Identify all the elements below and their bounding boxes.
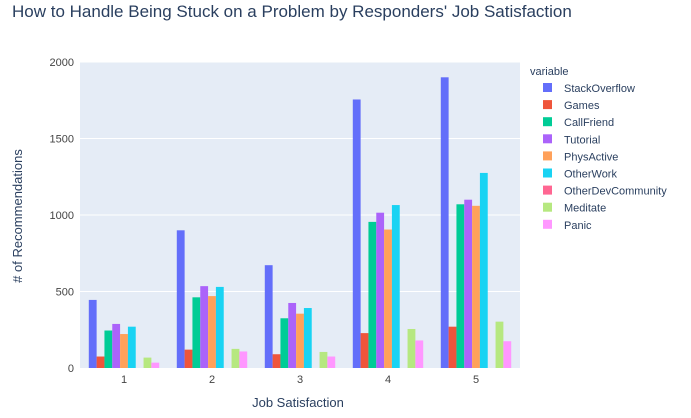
legend-item-otherwork[interactable]: OtherWork <box>564 169 617 181</box>
legend-title: variable <box>530 66 569 78</box>
bar-tutorial-5[interactable] <box>464 199 473 368</box>
bar-stackoverflow-3[interactable] <box>264 265 273 368</box>
x-tick-label: 1 <box>121 374 127 386</box>
chart-title: How to Handle Being Stuck on a Problem b… <box>12 2 572 21</box>
y-tick-label: 2000 <box>50 57 74 69</box>
bar-meditate-3[interactable] <box>319 351 328 368</box>
legend-swatch-callfriend <box>543 117 552 127</box>
bar-otherwork-3[interactable] <box>303 308 312 368</box>
bar-otherwork-5[interactable] <box>479 172 488 368</box>
bar-games-4[interactable] <box>360 333 369 368</box>
legend-item-stackoverflow[interactable]: StackOverflow <box>564 83 635 95</box>
bar-callfriend-1[interactable] <box>104 330 113 368</box>
bar-stackoverflow-2[interactable] <box>176 230 185 368</box>
bar-physactive-1[interactable] <box>120 334 128 368</box>
y-tick-label: 1000 <box>50 210 74 222</box>
bar-tutorial-3[interactable] <box>288 302 297 368</box>
bar-stackoverflow-5[interactable] <box>440 77 449 369</box>
legend-item-tutorial[interactable]: Tutorial <box>564 134 600 146</box>
bar-tutorial-4[interactable] <box>376 212 385 368</box>
legend-swatch-physactive <box>543 151 552 161</box>
bar-physactive-2[interactable] <box>208 296 216 368</box>
x-tick-label: 2 <box>209 374 215 386</box>
bar-meditate-5[interactable] <box>495 321 504 368</box>
x-tick-label: 3 <box>297 374 303 386</box>
bar-meditate-2[interactable] <box>231 348 240 368</box>
bar-tutorial-2[interactable] <box>200 286 209 368</box>
bar-panic-5[interactable] <box>503 341 512 368</box>
bar-otherwork-2[interactable] <box>215 286 224 368</box>
bar-games-2[interactable] <box>184 349 193 368</box>
bar-physactive-5[interactable] <box>472 205 480 368</box>
bar-physactive-4[interactable] <box>384 229 392 368</box>
legend-item-games[interactable]: Games <box>564 100 600 112</box>
y-tick-label: 0 <box>68 363 74 375</box>
bar-games-3[interactable] <box>272 354 281 368</box>
legend-swatch-otherwork <box>543 168 552 178</box>
x-tick-label: 4 <box>385 374 391 386</box>
legend-swatch-stackoverflow <box>543 83 552 92</box>
bar-games-1[interactable] <box>96 356 105 368</box>
bar-panic-3[interactable] <box>327 356 336 368</box>
y-tick-label: 500 <box>56 287 74 299</box>
y-axis-title: # of Recommendations <box>10 149 25 283</box>
legend-swatch-otherdevcommunity <box>543 185 552 195</box>
bar-callfriend-2[interactable] <box>192 297 201 368</box>
bar-panic-2[interactable] <box>239 351 248 368</box>
bar-stackoverflow-1[interactable] <box>88 299 97 368</box>
legend-swatch-panic <box>543 219 552 229</box>
legend-item-meditate[interactable]: Meditate <box>564 203 606 215</box>
bar-panic-4[interactable] <box>415 340 424 368</box>
bar-otherwork-4[interactable] <box>391 205 400 368</box>
legend-item-physactive[interactable]: PhysActive <box>564 151 618 163</box>
legend-swatch-tutorial <box>543 134 552 144</box>
bar-otherwork-1[interactable] <box>127 326 136 368</box>
bar-meditate-4[interactable] <box>407 328 416 368</box>
bar-panic-1[interactable] <box>151 362 160 368</box>
legend-item-otherdevcommunity[interactable]: OtherDevCommunity <box>564 186 667 198</box>
bar-tutorial-1[interactable] <box>112 323 121 368</box>
legend-swatch-meditate <box>543 202 552 212</box>
bar-callfriend-5[interactable] <box>456 204 465 368</box>
bar-callfriend-4[interactable] <box>368 221 377 368</box>
bar-physactive-3[interactable] <box>296 313 304 368</box>
bar-meditate-1[interactable] <box>143 357 152 368</box>
legend-item-callfriend[interactable]: CallFriend <box>564 117 614 129</box>
bar-callfriend-3[interactable] <box>280 318 289 368</box>
bars <box>88 77 512 369</box>
x-tick-label: 5 <box>473 374 479 386</box>
bar-stackoverflow-4[interactable] <box>352 99 361 369</box>
bar-games-5[interactable] <box>448 326 457 368</box>
legend-swatch-games <box>543 100 552 110</box>
x-axis-title: Job Satisfaction <box>252 395 344 410</box>
y-axis-ticks: 0 500 1000 1500 2000 <box>50 57 74 375</box>
legend: variable StackOverflow Games CallFriend Tut… <box>530 66 667 232</box>
y-tick-label: 1500 <box>50 134 74 146</box>
x-axis-ticks: 1 2 3 4 5 <box>121 374 479 386</box>
legend-item-panic[interactable]: Panic <box>564 220 592 232</box>
